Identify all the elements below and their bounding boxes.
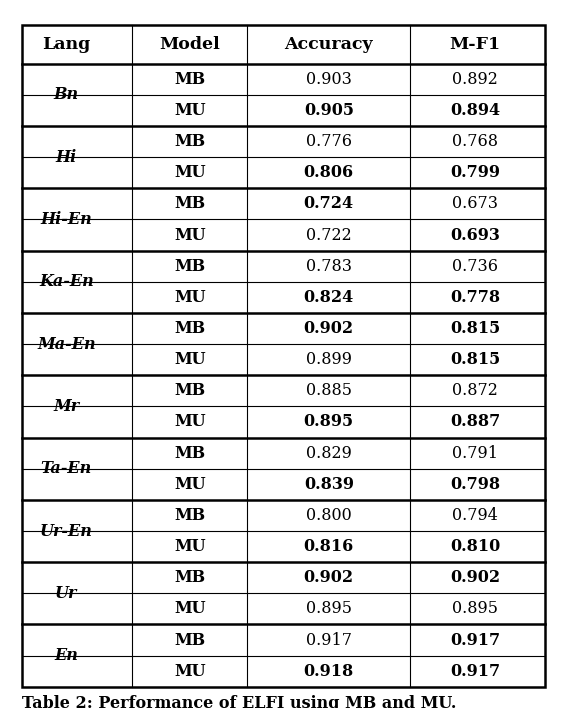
- Text: 0.894: 0.894: [450, 102, 500, 119]
- Text: Hi-En: Hi-En: [40, 211, 92, 228]
- Text: MB: MB: [174, 195, 206, 212]
- Text: MB: MB: [174, 507, 206, 524]
- Text: 0.673: 0.673: [452, 195, 498, 212]
- Text: M-F1: M-F1: [450, 35, 500, 53]
- Text: 0.885: 0.885: [306, 382, 352, 399]
- Text: 0.902: 0.902: [450, 569, 500, 586]
- Text: Ta-En: Ta-En: [40, 460, 92, 477]
- Text: En: En: [55, 647, 78, 664]
- Text: 0.776: 0.776: [306, 133, 352, 150]
- Text: 0.895: 0.895: [452, 600, 498, 617]
- Text: Table 2: Performance of ELFI using MB and MU.: Table 2: Performance of ELFI using MB an…: [22, 695, 457, 708]
- Text: 0.917: 0.917: [450, 632, 500, 649]
- Text: 0.917: 0.917: [306, 632, 352, 649]
- Text: 0.895: 0.895: [303, 413, 354, 430]
- Text: MU: MU: [174, 351, 206, 368]
- Text: Ur-En: Ur-En: [40, 523, 93, 539]
- Text: 0.798: 0.798: [450, 476, 500, 493]
- Text: MB: MB: [174, 632, 206, 649]
- Text: 0.815: 0.815: [450, 351, 500, 368]
- Text: MU: MU: [174, 538, 206, 555]
- Text: MU: MU: [174, 476, 206, 493]
- Text: 0.839: 0.839: [304, 476, 353, 493]
- Text: 0.806: 0.806: [303, 164, 354, 181]
- Text: Ma-En: Ma-En: [37, 336, 96, 353]
- Text: MU: MU: [174, 600, 206, 617]
- Text: 0.905: 0.905: [304, 102, 353, 119]
- Text: 0.917: 0.917: [450, 663, 500, 680]
- Text: MB: MB: [174, 445, 206, 462]
- Text: MB: MB: [174, 258, 206, 275]
- Text: Mr: Mr: [53, 398, 79, 415]
- Text: MU: MU: [174, 102, 206, 119]
- Text: 0.794: 0.794: [452, 507, 498, 524]
- Text: Ka-En: Ka-En: [39, 273, 94, 290]
- Text: 0.892: 0.892: [452, 71, 498, 88]
- Text: 0.693: 0.693: [450, 227, 500, 244]
- Text: MU: MU: [174, 227, 206, 244]
- Text: MB: MB: [174, 569, 206, 586]
- Text: 0.768: 0.768: [452, 133, 498, 150]
- Text: MU: MU: [174, 164, 206, 181]
- Text: Bn: Bn: [54, 86, 79, 103]
- Text: 0.778: 0.778: [450, 289, 500, 306]
- Text: 0.872: 0.872: [452, 382, 498, 399]
- Text: 0.829: 0.829: [306, 445, 352, 462]
- Text: Accuracy: Accuracy: [284, 35, 373, 53]
- Text: MB: MB: [174, 133, 206, 150]
- Text: MU: MU: [174, 289, 206, 306]
- Text: 0.810: 0.810: [450, 538, 500, 555]
- Text: 0.902: 0.902: [303, 320, 354, 337]
- Text: Model: Model: [160, 35, 220, 53]
- Text: 0.799: 0.799: [450, 164, 500, 181]
- Text: 0.800: 0.800: [306, 507, 352, 524]
- Text: 0.791: 0.791: [452, 445, 498, 462]
- Text: 0.899: 0.899: [306, 351, 352, 368]
- Text: 0.815: 0.815: [450, 320, 500, 337]
- Text: 0.887: 0.887: [450, 413, 500, 430]
- Text: MB: MB: [174, 320, 206, 337]
- Text: 0.902: 0.902: [303, 569, 354, 586]
- Text: Lang: Lang: [42, 35, 90, 53]
- Text: MB: MB: [174, 382, 206, 399]
- Text: MB: MB: [174, 71, 206, 88]
- Text: 0.783: 0.783: [306, 258, 352, 275]
- Text: 0.736: 0.736: [452, 258, 498, 275]
- Text: MU: MU: [174, 413, 206, 430]
- Text: 0.824: 0.824: [303, 289, 354, 306]
- Text: 0.895: 0.895: [306, 600, 352, 617]
- Text: 0.722: 0.722: [306, 227, 352, 244]
- Text: MU: MU: [174, 663, 206, 680]
- Text: 0.816: 0.816: [303, 538, 354, 555]
- Text: 0.918: 0.918: [303, 663, 354, 680]
- Text: 0.724: 0.724: [303, 195, 354, 212]
- Text: Ur: Ur: [55, 585, 78, 602]
- Text: 0.903: 0.903: [306, 71, 352, 88]
- Text: Hi: Hi: [56, 149, 77, 166]
